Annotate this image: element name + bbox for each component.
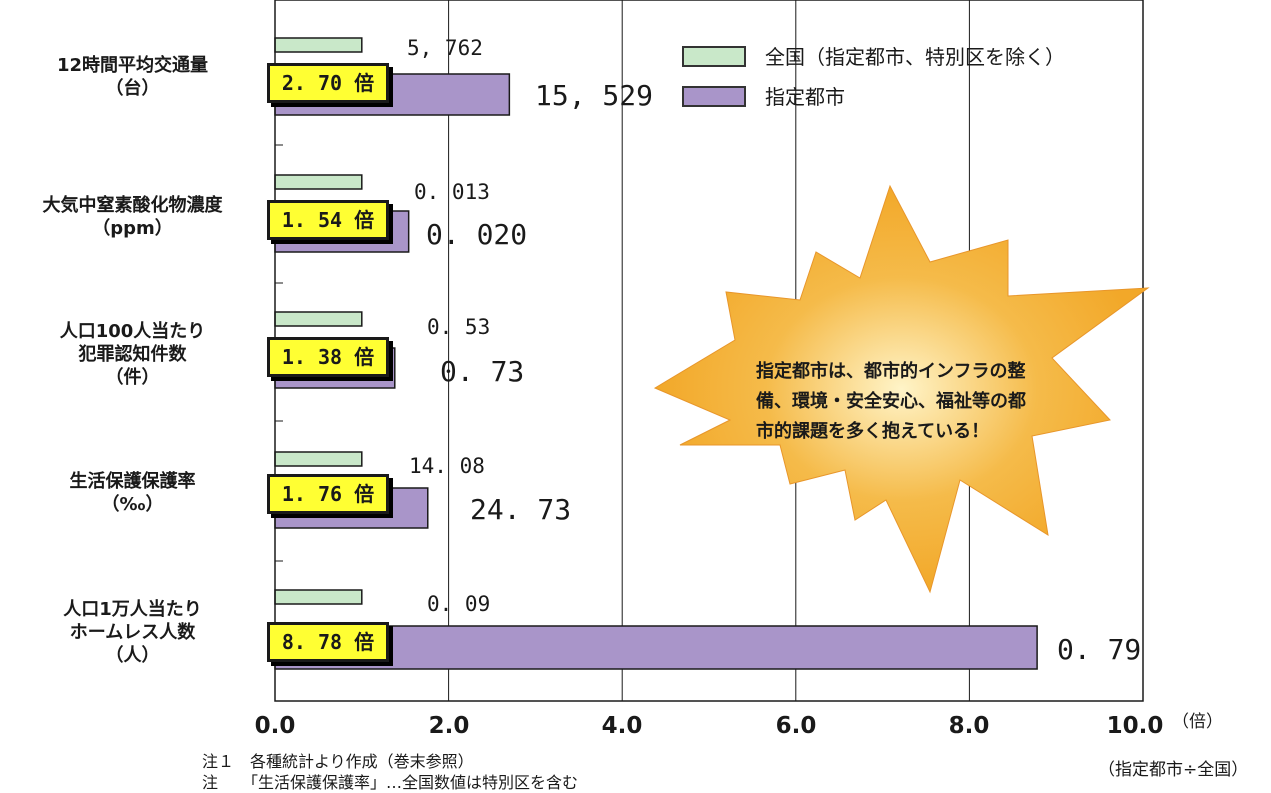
footnote: 注 「生活保護保護率」…全国数値は特別区を含む bbox=[202, 773, 579, 792]
bar-national bbox=[274, 589, 363, 605]
footnote: 注１ 各種統計より作成（巻末参照） bbox=[202, 752, 474, 771]
city-value-label: 0. 79 bbox=[1057, 633, 1142, 666]
bar-national bbox=[274, 311, 363, 327]
bar-national bbox=[274, 37, 363, 53]
x-tick-label: 10.0 bbox=[1106, 713, 1164, 739]
legend-swatch-national bbox=[682, 46, 746, 67]
y-axis-ticks bbox=[275, 0, 283, 702]
national-value-label: 14. 08 bbox=[409, 454, 485, 478]
ratio-label: 1. 54 倍 bbox=[267, 200, 389, 240]
x-axis-unit: （倍） bbox=[1172, 712, 1223, 732]
category-label: 大気中窒素酸化物濃度 （ppm） bbox=[42, 195, 223, 239]
bar-national bbox=[274, 451, 363, 467]
ratio-label: 1. 76 倍 bbox=[267, 474, 389, 514]
ratio-label: 1. 38 倍 bbox=[267, 337, 389, 377]
national-value-label: 0. 013 bbox=[414, 180, 490, 204]
bar-national bbox=[274, 174, 363, 190]
category-label: 人口1万人当たり ホームレス人数 （人） bbox=[63, 599, 202, 666]
city-value-label: 0. 73 bbox=[440, 355, 525, 388]
legend-label-city: 指定都市 bbox=[765, 85, 845, 109]
x-tick-label: 6.0 bbox=[775, 713, 817, 739]
city-value-label: 24. 73 bbox=[470, 493, 572, 526]
x-tick-label: 4.0 bbox=[601, 713, 643, 739]
city-value-label: 15, 529 bbox=[535, 79, 654, 112]
x-tick-label: 8.0 bbox=[948, 713, 990, 739]
city-value-label: 0. 020 bbox=[426, 218, 528, 251]
ratio-label: 2. 70 倍 bbox=[267, 63, 389, 103]
national-value-label: 0. 53 bbox=[427, 315, 491, 339]
x-tick-label: 2.0 bbox=[428, 713, 470, 739]
callout-burst bbox=[653, 184, 1150, 594]
category-label: 人口100人当たり 犯罪認知件数 （件） bbox=[59, 321, 206, 388]
callout-text: 指定都市は、都市的インフラの整 備、環境・安全安心、福祉等の都 市的課題を多く抱… bbox=[756, 361, 1026, 442]
bar-city bbox=[274, 625, 1038, 670]
category-label: 12時間平均交通量 （台） bbox=[56, 55, 209, 99]
national-value-label: 0. 09 bbox=[427, 592, 491, 616]
ratio-label: 8. 78 倍 bbox=[267, 622, 389, 662]
legend-label-national: 全国（指定都市、特別区を除く） bbox=[765, 45, 1065, 69]
national-value-label: 5, 762 bbox=[407, 36, 483, 60]
x-axis-note: （指定都市÷全国） bbox=[1098, 760, 1249, 780]
category-label: 生活保護保護率 （‰） bbox=[69, 471, 196, 515]
legend-swatch-city bbox=[682, 86, 746, 107]
x-tick-label: 0.0 bbox=[254, 713, 296, 739]
